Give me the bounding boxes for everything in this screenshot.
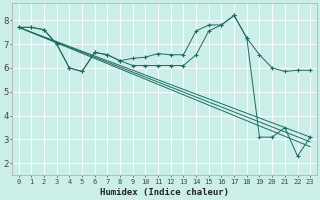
X-axis label: Humidex (Indice chaleur): Humidex (Indice chaleur) [100, 188, 229, 197]
